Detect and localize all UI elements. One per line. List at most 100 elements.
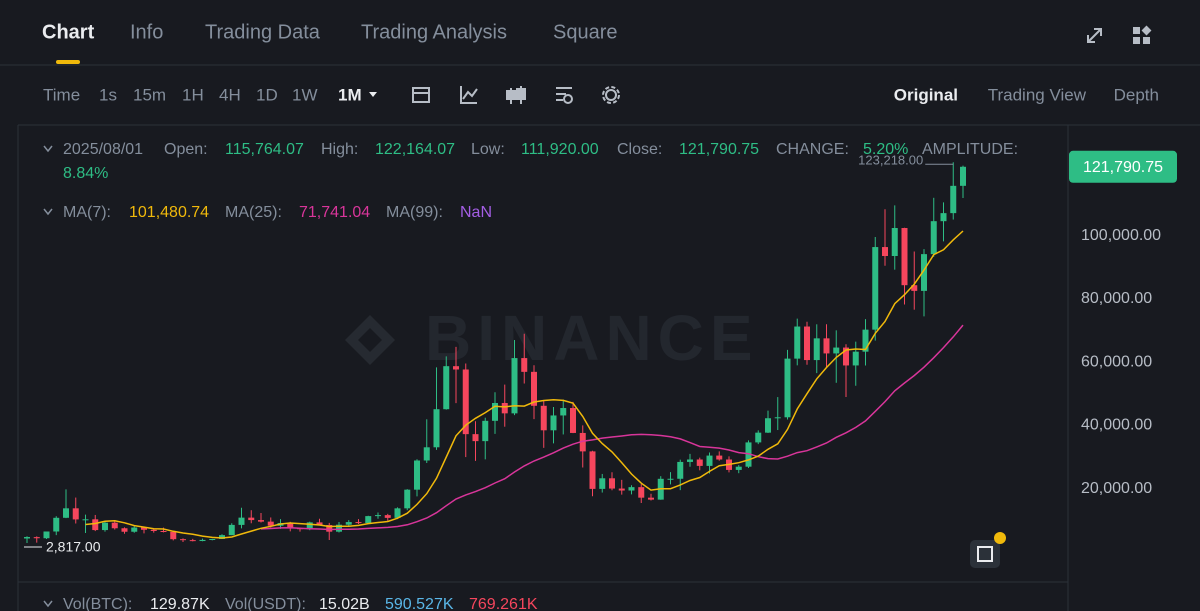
high-marker-label: 123,218.00	[858, 153, 923, 168]
last-price-badge	[1069, 150, 1177, 183]
view-option[interactable]: Original	[894, 85, 958, 104]
candle-body	[560, 408, 567, 416]
candle-body	[306, 522, 313, 530]
layout-icon[interactable]	[1133, 25, 1152, 44]
candle-body	[258, 520, 264, 522]
candle-body	[599, 478, 606, 489]
interval[interactable]: 1H	[182, 85, 204, 104]
candle-body	[804, 326, 810, 361]
candle-body	[238, 517, 245, 525]
candle-body	[219, 535, 225, 539]
candle-body	[570, 408, 576, 433]
candle-body	[121, 528, 128, 532]
candle-body	[950, 185, 957, 214]
candle-body	[180, 539, 186, 541]
legend-value: 769.261K	[469, 596, 538, 611]
low-marker-label: 2,817.00	[46, 539, 101, 555]
fullscreen-icon[interactable]	[1087, 28, 1102, 43]
legend-value: 71,741.04	[299, 204, 370, 221]
candle-body	[111, 522, 118, 529]
candle-body	[501, 402, 508, 414]
candle-body	[394, 508, 401, 518]
candle-body	[414, 460, 420, 490]
y-tick-label: 60,000.00	[1081, 353, 1152, 370]
candle-body	[833, 347, 840, 354]
candle-body	[453, 366, 459, 370]
candle-body	[852, 351, 859, 366]
legend-value: 115,764.07	[225, 141, 304, 158]
legend-label: MA(7):	[63, 204, 111, 221]
candle-body	[716, 455, 723, 460]
collapse-arrow[interactable]	[43, 145, 53, 608]
candle-body	[940, 213, 947, 222]
candle-body	[423, 447, 430, 461]
candle-body	[960, 166, 966, 186]
candle-body	[443, 366, 450, 410]
notes-button[interactable]	[970, 532, 1006, 568]
candle-body	[345, 522, 352, 525]
candle-body	[891, 228, 898, 257]
moving-average-line	[85, 230, 964, 539]
interval[interactable]: 4H	[219, 85, 241, 104]
candle-body	[609, 478, 615, 489]
interval[interactable]: 1M	[338, 85, 362, 104]
interval[interactable]: Time	[43, 85, 80, 104]
legend-label: AMPLITUDE:	[922, 141, 1018, 158]
candle-body	[72, 508, 79, 520]
candle-body	[579, 432, 586, 452]
candle-body	[24, 537, 30, 539]
interval[interactable]: 1W	[292, 85, 318, 104]
legend-label: MA(25):	[225, 204, 282, 221]
candle-body	[287, 523, 294, 529]
candle-body	[43, 531, 50, 539]
legend-label: Open:	[164, 141, 208, 158]
candle-body	[882, 247, 888, 257]
candle-body	[872, 247, 879, 330]
tab[interactable]: Chart	[42, 21, 95, 43]
y-tick-label: 80,000.00	[1081, 290, 1152, 307]
legend-value: 8.84%	[63, 165, 108, 182]
legend-value: 129.87K	[150, 596, 210, 611]
candle-body	[813, 338, 820, 361]
view-option[interactable]: Depth	[1114, 85, 1159, 104]
candle-body	[706, 455, 713, 466]
legend-label: Close:	[617, 141, 662, 158]
interval[interactable]: 1D	[256, 85, 278, 104]
view-option[interactable]: Trading View	[988, 85, 1087, 104]
legend-label: Low:	[471, 141, 505, 158]
candle-body	[355, 522, 362, 524]
candle-body	[316, 522, 323, 525]
candle-body	[843, 347, 849, 366]
candle-body	[901, 228, 908, 286]
candle-body	[160, 530, 167, 532]
tab[interactable]: Square	[553, 21, 618, 43]
moving-average-line	[260, 324, 964, 531]
legend-value: 590.527K	[385, 596, 454, 611]
candle-body	[628, 487, 635, 491]
interval[interactable]: 1s	[99, 85, 117, 104]
tab[interactable]: Info	[130, 21, 163, 43]
candle-body	[63, 508, 69, 518]
legend-value: 111,920.00	[521, 141, 599, 158]
legend-value: 121,790.75	[679, 141, 759, 158]
candle-body	[53, 517, 60, 532]
candle-body	[170, 531, 177, 540]
candle-body	[677, 461, 684, 479]
interval[interactable]: 15m	[133, 85, 166, 104]
candle-body	[765, 418, 771, 433]
candle-body	[462, 369, 469, 435]
tab[interactable]: Trading Analysis	[361, 21, 507, 43]
candle-body	[384, 515, 391, 518]
toolbar-icons[interactable]	[412, 86, 620, 104]
candle-body	[794, 326, 801, 359]
candle-body	[589, 451, 596, 489]
candle-body	[375, 515, 381, 517]
candle-body	[228, 524, 235, 536]
candle-body	[482, 420, 489, 442]
candle-body	[141, 527, 147, 530]
tab[interactable]: Trading Data	[205, 21, 321, 43]
dropdown-arrow[interactable]	[369, 92, 377, 97]
